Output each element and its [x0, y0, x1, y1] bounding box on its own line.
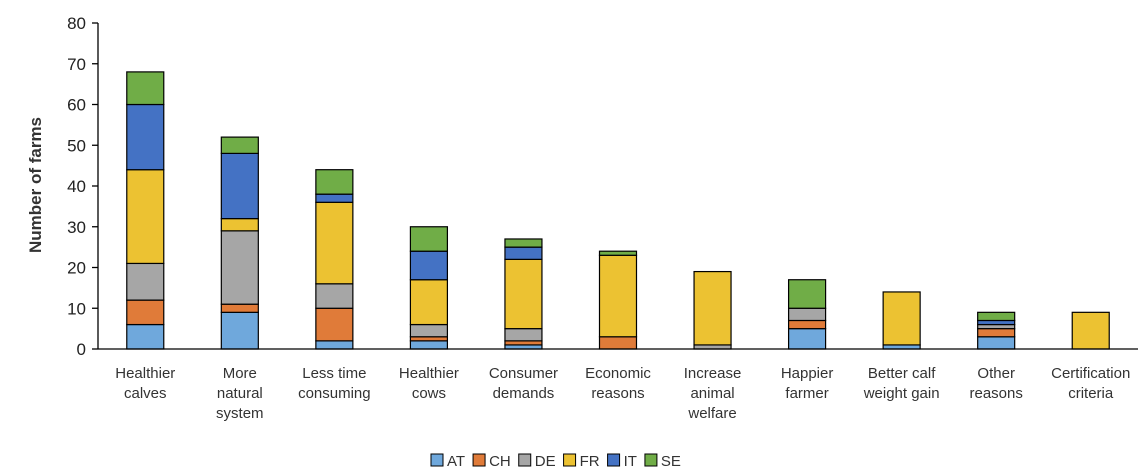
- bar-segment-SE: [504, 238, 543, 248]
- bar-segment-FR: [1071, 311, 1110, 350]
- bar-segment-SE: [787, 279, 827, 309]
- category-label: Increase animal welfare: [684, 365, 742, 422]
- bar-segment-FR: [220, 218, 259, 232]
- bar-segment-IT: [126, 103, 165, 171]
- category-label: Certification criteria: [1051, 365, 1130, 402]
- bar-segment-AT: [220, 311, 259, 350]
- y-tick-label: 0: [77, 340, 86, 359]
- bar-segment-FR: [693, 270, 732, 346]
- bar-segment-IT: [315, 193, 354, 203]
- bar-segment-CH: [598, 336, 638, 350]
- y-tick-label: 50: [67, 136, 86, 155]
- bar-segment-SE: [126, 71, 165, 106]
- bar-segment-DE: [504, 328, 543, 342]
- bar-segment-SE: [315, 169, 354, 195]
- bar-segment-IT: [409, 250, 449, 281]
- legend-swatch-FR: [563, 453, 577, 467]
- bar-segment-DE: [126, 262, 165, 301]
- bar-segment-IT: [504, 246, 543, 260]
- y-tick-label: 80: [67, 14, 86, 33]
- bar-segment-AT: [409, 340, 449, 350]
- y-tick-label: 40: [67, 177, 86, 196]
- bar-segment-CH: [315, 307, 354, 342]
- legend-swatch-SE: [644, 453, 658, 467]
- bar-segment-DE: [220, 230, 259, 305]
- bar-segment-CH: [504, 340, 543, 346]
- bar-segment-SE: [977, 311, 1016, 322]
- bar-segment-FR: [409, 279, 449, 326]
- bar-segment-CH: [409, 336, 449, 342]
- legend-swatch-AT: [430, 453, 444, 467]
- category-label: Better calf weight gain: [863, 365, 940, 402]
- legend-swatch-DE: [518, 453, 532, 467]
- bar-segment-DE: [787, 307, 827, 322]
- y-tick-label: 60: [67, 96, 86, 115]
- category-label: Less time consuming: [298, 365, 371, 402]
- legend: AT CH DE FR IT SE: [430, 453, 681, 470]
- bar-segment-AT: [787, 328, 827, 350]
- bar-segment-SE: [409, 226, 449, 252]
- category-label: Healthier calves: [115, 365, 175, 402]
- y-tick-label: 30: [67, 218, 86, 237]
- bar-segment-SE: [598, 250, 638, 256]
- legend-label: AT: [447, 453, 465, 470]
- bar-segment-DE: [977, 323, 1016, 330]
- bar-segment-IT: [977, 319, 1016, 326]
- legend-label: SE: [661, 453, 681, 470]
- bar-segment-AT: [977, 336, 1016, 350]
- bar-segment-CH: [787, 319, 827, 330]
- legend-label: DE: [535, 453, 556, 470]
- legend-swatch-CH: [472, 453, 486, 467]
- legend-label: CH: [489, 453, 511, 470]
- bar-segment-AT: [126, 323, 165, 350]
- bar-segment-FR: [504, 258, 543, 330]
- bar-segment-CH: [220, 303, 259, 313]
- bar-segment-CH: [977, 328, 1016, 338]
- bars: [126, 71, 1110, 350]
- category-label: Healthier cows: [399, 365, 459, 402]
- bar-segment-FR: [126, 169, 165, 265]
- bar-segment-AT: [315, 340, 354, 350]
- category-label: Economic reasons: [585, 365, 651, 402]
- legend-label: IT: [624, 453, 637, 470]
- y-tick-label: 70: [67, 55, 86, 74]
- bar-segment-DE: [315, 283, 354, 309]
- category-label: Consumer demands: [489, 365, 558, 402]
- category-label: Other reasons: [969, 365, 1022, 402]
- bar-segment-DE: [409, 323, 449, 338]
- y-tick-label: 10: [67, 299, 86, 318]
- bar-segment-CH: [126, 299, 165, 326]
- legend-label: FR: [580, 453, 600, 470]
- y-tick-label: 20: [67, 259, 86, 278]
- bar-segment-FR: [598, 254, 638, 338]
- y-axis: 0 10 20 30 40 50 60 70 80: [67, 14, 99, 359]
- bar-segment-FR: [315, 201, 354, 285]
- bar-segment-IT: [220, 152, 259, 220]
- bar-segment-FR: [882, 291, 921, 346]
- bar-segment-SE: [220, 136, 259, 155]
- y-axis-title: Number of farms: [26, 117, 45, 253]
- legend-swatch-IT: [607, 453, 621, 467]
- category-label: More natural system: [216, 365, 264, 422]
- category-label: Happier farmer: [781, 365, 834, 402]
- category-labels: Healthier calves More natural system Less tim…: [115, 365, 1130, 422]
